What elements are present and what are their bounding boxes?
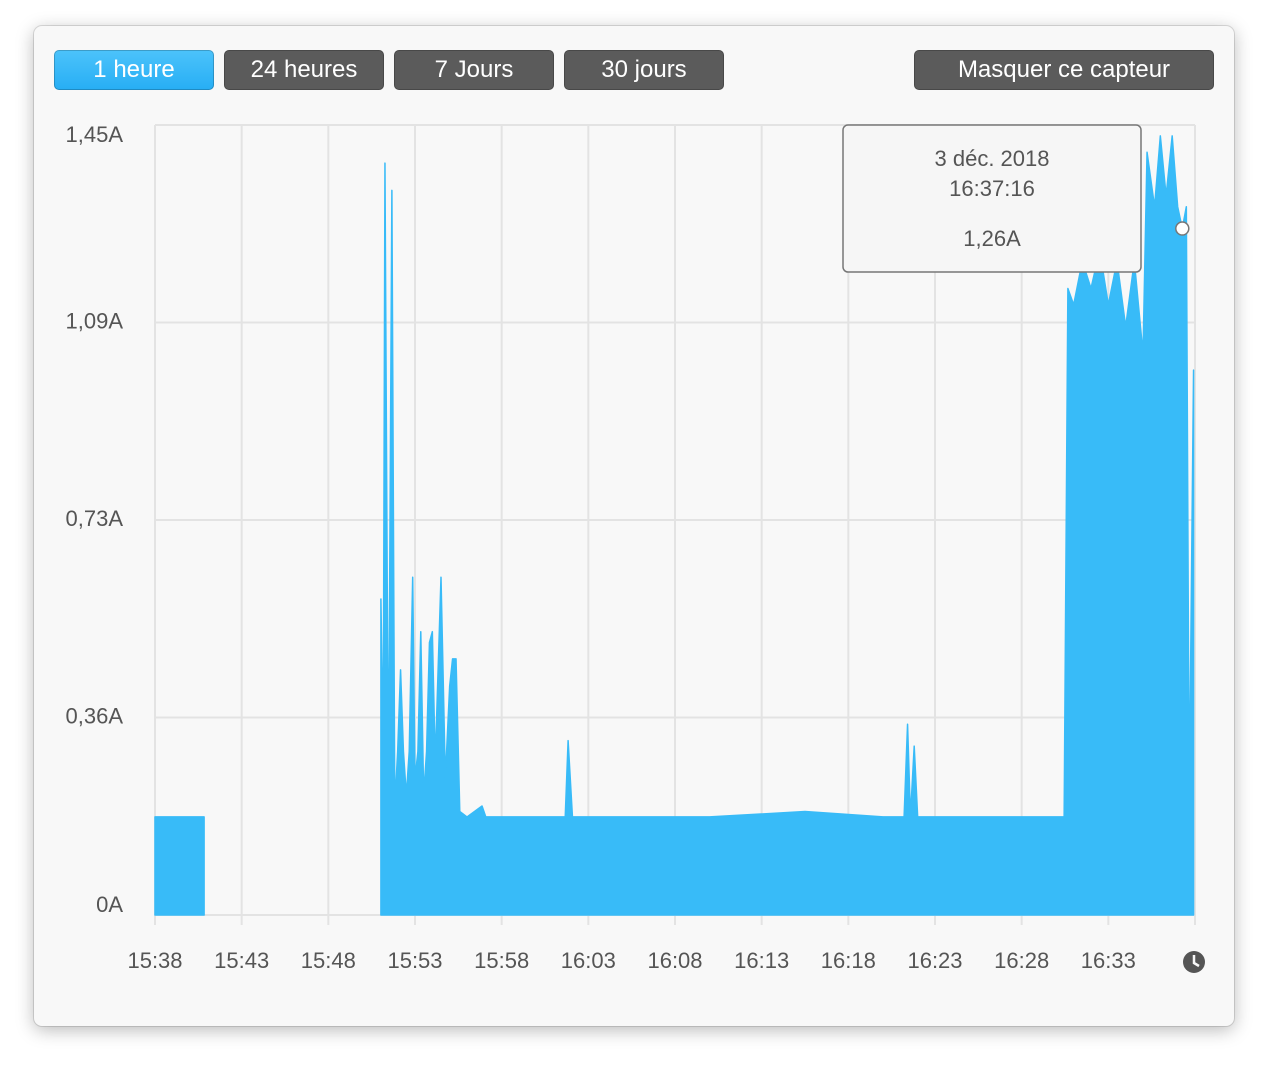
tooltip-box — [842, 124, 1142, 273]
y-tick-label: 0,73A — [66, 506, 124, 531]
y-tick-label: 1,09A — [66, 308, 124, 333]
range-button[interactable]: 24 heures — [224, 50, 384, 90]
tooltip: 3 déc. 2018 16:37:16 1,26A — [842, 124, 1142, 273]
hide-sensor-button[interactable]: Masquer ce capteur — [914, 50, 1214, 90]
x-tick-label: 16:13 — [734, 948, 789, 973]
x-tick-label: 16:23 — [907, 948, 962, 973]
clock-icon — [1183, 951, 1205, 973]
tooltip-date: 3 déc. 2018 — [935, 146, 1050, 171]
x-tick-label: 16:33 — [1081, 948, 1136, 973]
y-tick-label: 1,45A — [66, 122, 124, 147]
hover-point — [1175, 221, 1190, 236]
x-tick-label: 15:53 — [387, 948, 442, 973]
range-button[interactable]: 30 jours — [564, 50, 724, 90]
x-tick-label: 16:18 — [821, 948, 876, 973]
x-tick-label: 16:28 — [994, 948, 1049, 973]
tooltip-value: 1,26A — [963, 226, 1021, 251]
area — [154, 135, 1195, 916]
range-button[interactable]: 7 Jours — [394, 50, 554, 90]
x-tick-label: 15:48 — [301, 948, 356, 973]
y-tick-label: 0A — [96, 892, 123, 917]
x-tick-label: 15:38 — [127, 948, 182, 973]
tooltip-time: 16:37:16 — [949, 176, 1035, 201]
x-tick-label: 16:03 — [561, 948, 616, 973]
y-tick-label: 0,36A — [66, 703, 124, 728]
x-tick-label: 16:08 — [647, 948, 702, 973]
x-tick-label: 15:43 — [214, 948, 269, 973]
range-button[interactable]: 1 heure — [54, 50, 214, 90]
x-tick-label: 15:58 — [474, 948, 529, 973]
